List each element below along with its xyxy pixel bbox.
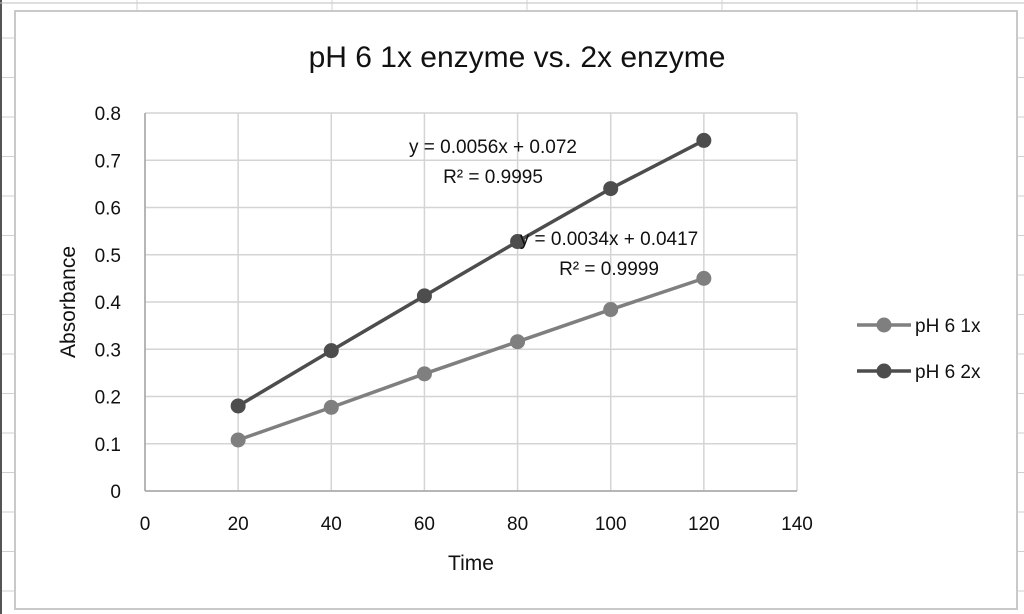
data-point[interactable] [603, 302, 619, 318]
legend-label: pH 6 2x [915, 362, 981, 383]
legend-marker-icon [876, 317, 892, 333]
data-point[interactable] [696, 270, 712, 286]
data-point[interactable] [230, 398, 246, 414]
series-1 [230, 270, 712, 448]
x-tick-label: 0 [140, 514, 151, 535]
x-axis-ticks: 0 20 40 60 80 100 120 140 [140, 514, 813, 535]
x-tick-label: 80 [507, 514, 528, 535]
series-layer [230, 132, 712, 448]
y-tick-label: 0.6 [95, 199, 121, 220]
data-point[interactable] [323, 343, 339, 359]
data-point[interactable] [510, 234, 526, 250]
x-tick-label: 120 [688, 514, 720, 535]
x-tick-label: 140 [781, 514, 813, 535]
y-tick-label: 0.4 [95, 293, 122, 314]
legend-label: pH 6 1x [915, 316, 981, 337]
y-tick-label: 0.8 [95, 104, 121, 125]
y-tick-label: 0.1 [95, 435, 121, 456]
x-axis-label: Time [448, 552, 494, 575]
data-point[interactable] [416, 366, 432, 382]
y-axis-label: Absorbance [57, 246, 80, 358]
chart-container[interactable] [14, 10, 1018, 610]
data-point[interactable] [416, 288, 432, 304]
y-axis-ticks: 0 0.1 0.2 0.3 0.4 0.5 0.6 0.7 0.8 [95, 104, 122, 503]
y-tick-label: 0.7 [95, 151, 121, 172]
y-tick-label: 0.5 [95, 246, 121, 267]
trendline-equation: y = 0.0034x + 0.0417 [520, 229, 699, 250]
data-point[interactable] [323, 399, 339, 415]
y-tick-label: 0.2 [95, 388, 121, 409]
legend-item[interactable]: pH 6 1x [857, 316, 981, 337]
data-point[interactable] [230, 432, 246, 448]
legend: pH 6 1x pH 6 2x [857, 316, 981, 383]
legend-item[interactable]: pH 6 2x [857, 362, 981, 383]
trendline-r2: R² = 0.9995 [443, 167, 543, 188]
data-point[interactable] [603, 181, 619, 197]
y-tick-label: 0.3 [95, 340, 121, 361]
data-point[interactable] [510, 334, 526, 350]
trendline-equation: y = 0.0056x + 0.072 [409, 137, 577, 158]
x-tick-label: 60 [414, 514, 435, 535]
trendline-labels: y = 0.0056x + 0.072 R² = 0.9995 y = 0.0034… [409, 137, 698, 280]
y-tick-label: 0 [110, 482, 121, 503]
x-tick-label: 20 [228, 514, 249, 535]
trendline-r2: R² = 0.9999 [559, 259, 659, 280]
legend-marker-icon [876, 363, 892, 379]
x-tick-label: 100 [595, 514, 627, 535]
data-point[interactable] [696, 132, 712, 148]
series-2 [230, 132, 712, 414]
x-tick-label: 40 [321, 514, 342, 535]
chart-title: pH 6 1x enzyme vs. 2x enzyme [309, 41, 726, 74]
